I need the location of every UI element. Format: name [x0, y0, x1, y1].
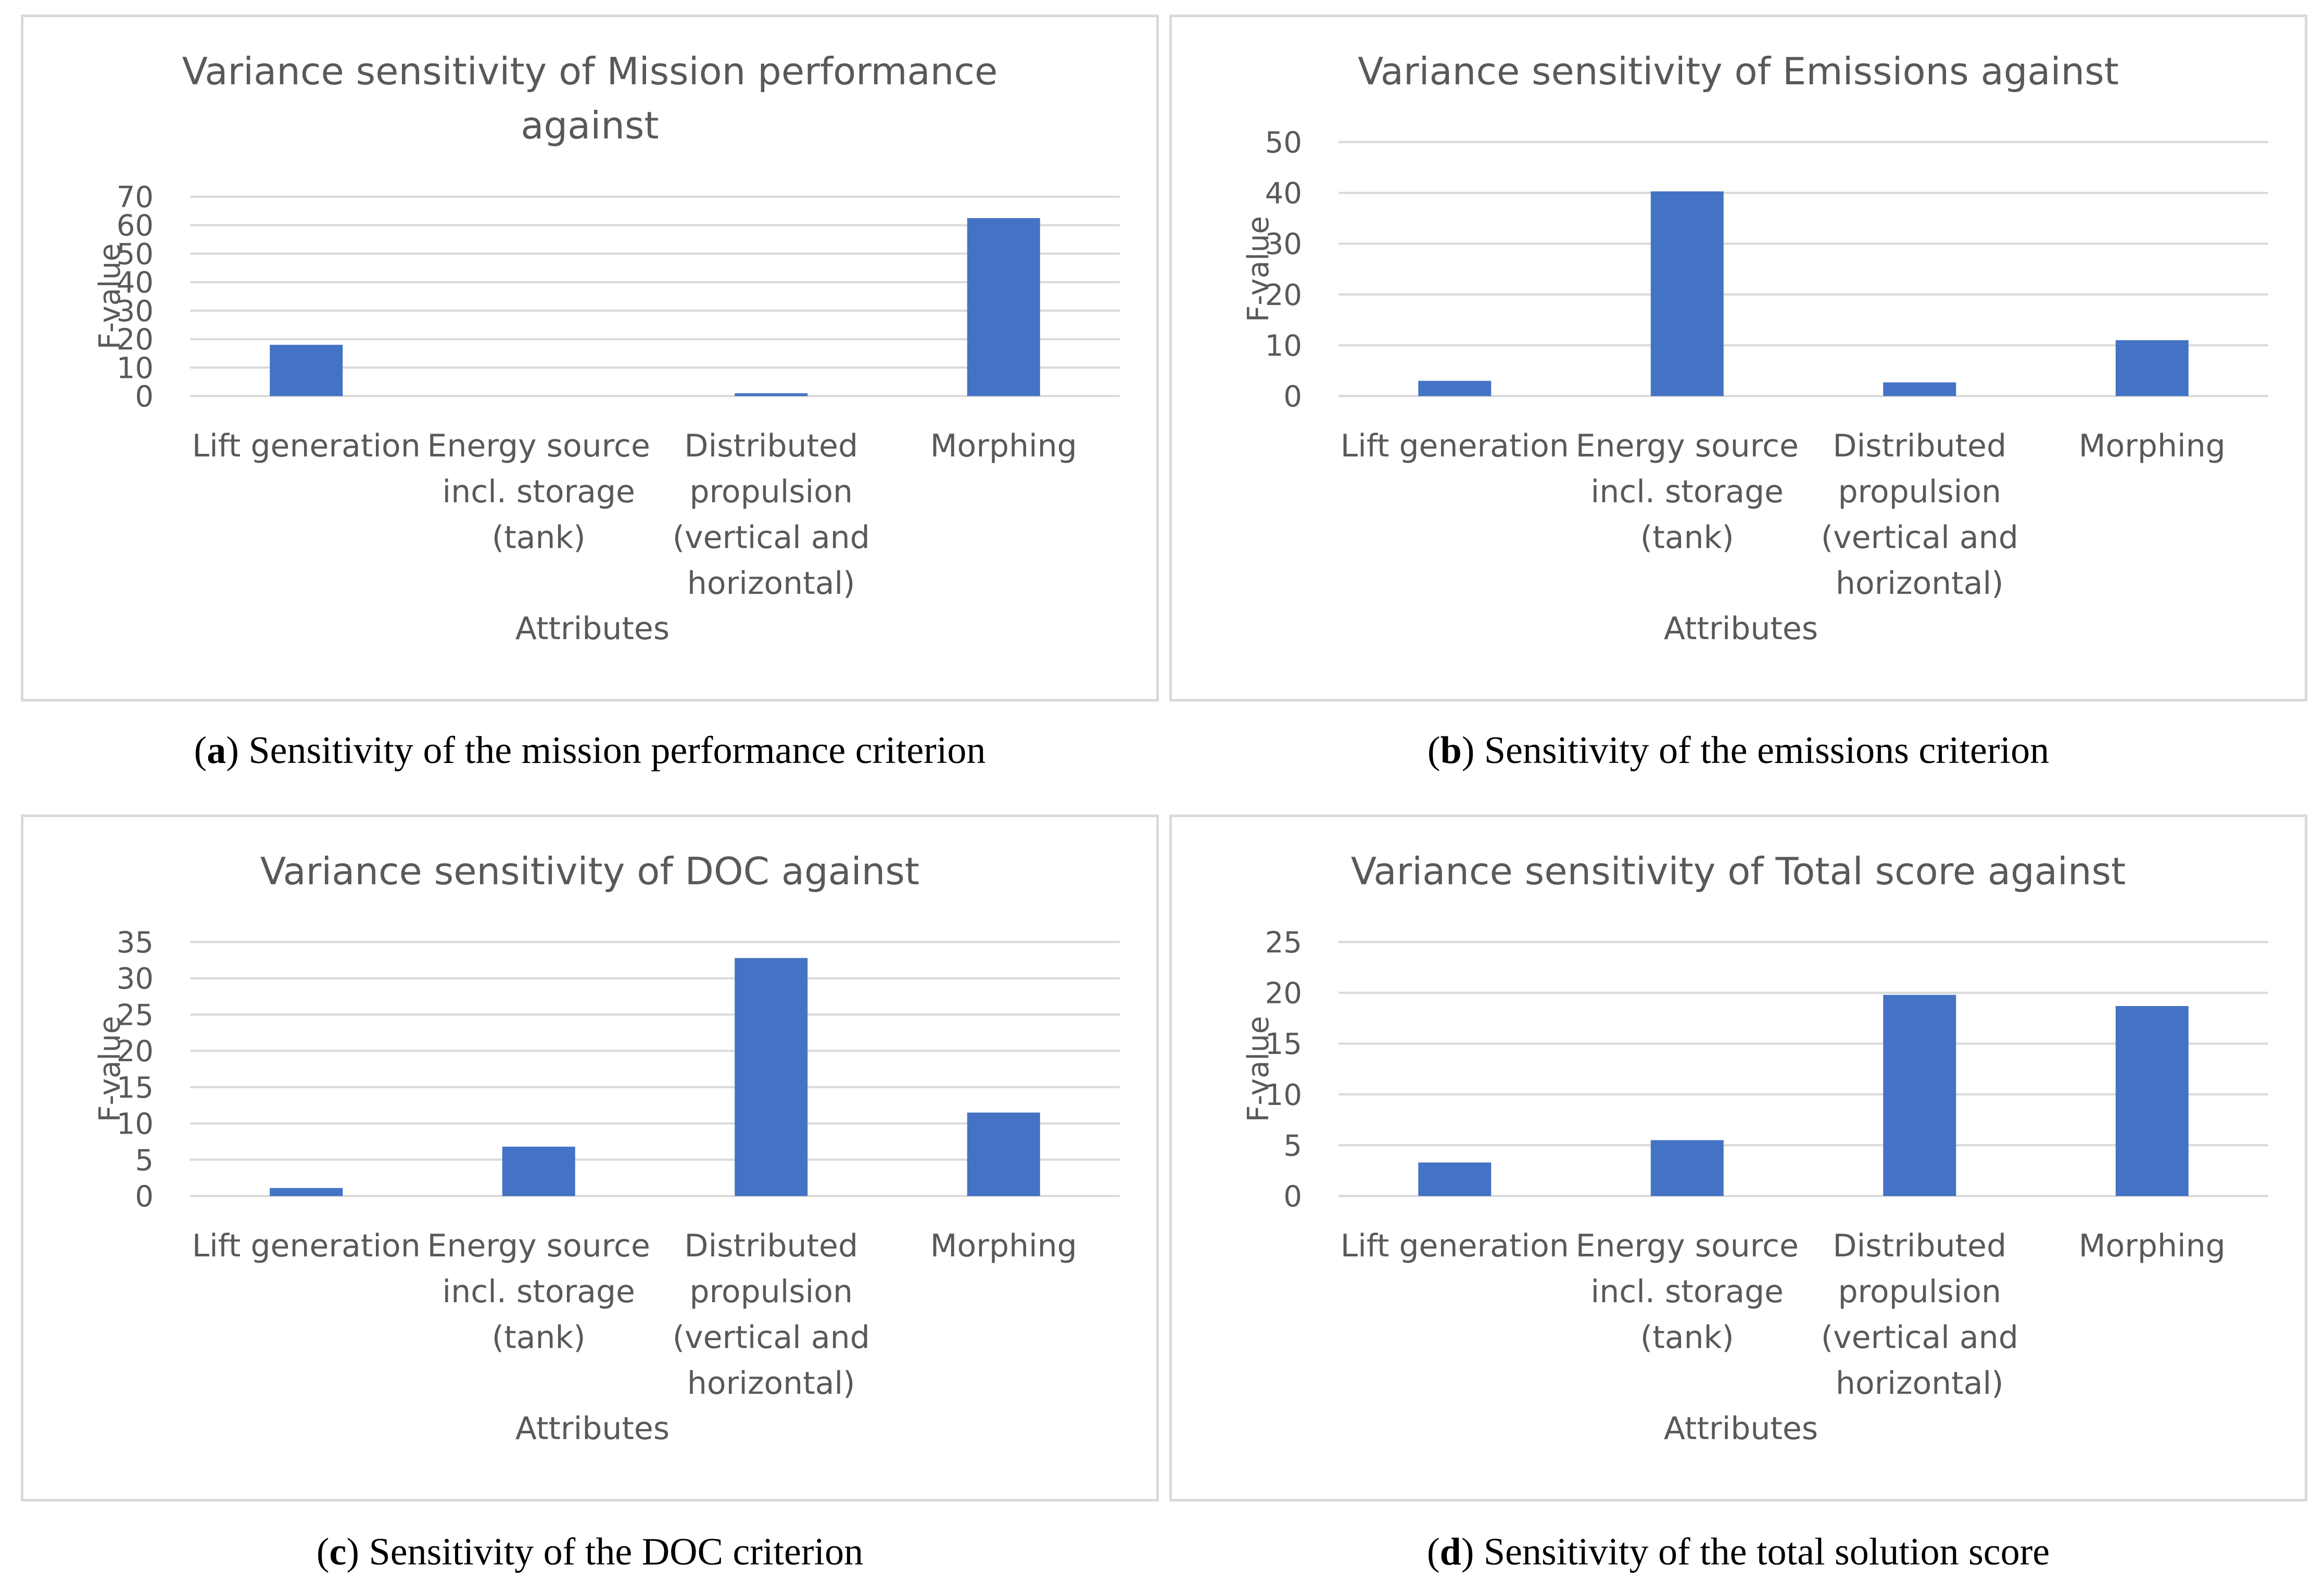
bar-d-2 [1883, 995, 1956, 1196]
caption-b-letter: b [1440, 729, 1462, 772]
y-tick-label-b-0: 0 [1283, 380, 1302, 414]
y-axis-title-a: F-value [93, 244, 127, 350]
caption-c-letter: c [329, 1531, 347, 1573]
chart-panel-b: Variance sensitivity of Emissions agains… [1169, 15, 2307, 702]
bar-d-0 [1418, 1162, 1492, 1196]
chart-panel-d: Variance sensitivity of Total score agai… [1169, 815, 2307, 1502]
chart-title-d: Variance sensitivity of Total score agai… [1350, 849, 2126, 893]
x-tick-label-d-1: Energy source incl. storage (tank) [1575, 1228, 1799, 1356]
chart-panel-a: Variance sensitivity of Mission performa… [21, 15, 1159, 702]
y-tick-label-a-4: 40 [117, 266, 154, 300]
x-tick-label-a-3: Morphing [930, 428, 1077, 464]
caption-c-text: Sensitivity of the DOC criterion [359, 1531, 864, 1573]
x-tick-label-b-2: Distributed propulsion (vertical and hor… [1821, 428, 2018, 602]
y-tick-label-b-3: 30 [1265, 227, 1302, 261]
x-tick-label-d-0: Lift generation [1340, 1228, 1569, 1264]
chart-title-c: Variance sensitivity of DOC against [260, 849, 920, 893]
y-tick-label-b-2: 20 [1265, 278, 1302, 312]
x-tick-label-c-2: Distributed propulsion (vertical and hor… [672, 1228, 870, 1402]
y-tick-label-c-2: 10 [117, 1108, 154, 1141]
y-tick-label-b-5: 50 [1265, 126, 1302, 160]
chart-title-b: Variance sensitivity of Emissions agains… [1358, 49, 2119, 93]
x-tick-label-b-3: Morphing [2078, 428, 2226, 464]
y-axis-title-b: F-value [1242, 216, 1275, 322]
bar-b-3 [2115, 340, 2189, 396]
bar-c-2 [735, 958, 808, 1196]
y-tick-label-a-5: 50 [117, 237, 154, 271]
y-tick-label-d-2: 10 [1265, 1078, 1302, 1112]
bar-c-1 [502, 1147, 575, 1196]
bar-d-3 [2115, 1006, 2189, 1196]
bar-a-2 [735, 393, 808, 396]
x-tick-label-b-1: Energy source incl. storage (tank) [1575, 428, 1799, 556]
chart-svg-d: 0 5 10 15 20 25 F-value [1242, 926, 2268, 1214]
caption-a: (a) Sensitivity of the mission performan… [194, 729, 986, 772]
bar-a-0 [270, 345, 343, 396]
y-tick-label-c-4: 20 [117, 1035, 154, 1069]
caption-b: (b) Sensitivity of the emissions criteri… [1427, 729, 2050, 772]
bar-b-1 [1650, 191, 1724, 396]
y-tick-label-d-0: 0 [1283, 1180, 1302, 1214]
y-tick-label-b-4: 40 [1265, 177, 1302, 211]
x-tick-label-c-3: Morphing [930, 1228, 1077, 1264]
y-tick-label-c-7: 35 [117, 926, 154, 960]
x-axis-title-c: Attributes [515, 1410, 670, 1447]
y-tick-label-d-4: 20 [1265, 977, 1302, 1011]
x-tick-label-a-2: Distributed propulsion (vertical and hor… [672, 428, 870, 602]
y-axis-title-d: F-value [1242, 1016, 1275, 1122]
y-tick-label-b-1: 10 [1265, 329, 1302, 363]
caption-d: (d) Sensitivity of the total solution sc… [1426, 1531, 2050, 1573]
x-axis-title-a: Attributes [515, 610, 670, 647]
caption-b-text: Sensitivity of the emissions criterion [1474, 729, 2050, 772]
x-tick-label-d-2: Distributed propulsion (vertical and hor… [1821, 1228, 2018, 1402]
x-tick-label-a-1: Energy source incl. storage (tank) [427, 428, 650, 556]
chart-panel-c: Variance sensitivity of DOC against 0 5 10… [21, 815, 1159, 1502]
caption-d-text: Sensitivity of the total solution score [1474, 1531, 2050, 1573]
x-axis-title-b: Attributes [1663, 610, 1818, 647]
y-tick-label-c-0: 0 [135, 1180, 154, 1214]
y-tick-label-d-5: 25 [1265, 926, 1302, 960]
bar-d-1 [1650, 1140, 1724, 1196]
caption-c: (c) Sensitivity of the DOC criterion [316, 1531, 864, 1573]
y-tick-label-a-0: 0 [135, 380, 154, 414]
bar-c-3 [967, 1112, 1040, 1196]
chart-svg-b: 0 10 20 30 40 50 F-value [1242, 126, 2268, 414]
y-tick-label-d-1: 5 [1283, 1129, 1302, 1163]
x-tick-label-a-0: Lift generation [192, 428, 421, 464]
x-tick-label-b-0: Lift generation [1340, 428, 1569, 464]
bar-b-0 [1418, 380, 1492, 396]
chart-title-a: Variance sensitivity of Mission performa… [182, 49, 998, 147]
x-tick-label-c-1: Energy source incl. storage (tank) [427, 1228, 650, 1356]
x-axis-title-d: Attributes [1663, 1410, 1818, 1447]
y-tick-label-c-5: 25 [117, 998, 154, 1032]
y-axis-title-c: F-value [93, 1016, 127, 1122]
bar-b-2 [1883, 382, 1956, 396]
y-tick-label-a-1: 10 [117, 351, 154, 385]
y-tick-label-c-1: 5 [135, 1143, 154, 1177]
bar-a-3 [967, 218, 1040, 396]
y-tick-label-a-3: 30 [117, 295, 154, 328]
y-tick-label-a-2: 20 [117, 323, 154, 357]
x-tick-label-d-3: Morphing [2078, 1228, 2226, 1264]
caption-a-letter: a [207, 729, 226, 772]
bar-c-0 [270, 1188, 343, 1196]
y-tick-label-a-7: 70 [117, 181, 154, 214]
y-tick-label-d-3: 15 [1265, 1027, 1302, 1061]
caption-d-letter: d [1439, 1531, 1461, 1573]
caption-a-text: Sensitivity of the mission performance c… [238, 729, 986, 772]
y-tick-label-c-3: 15 [117, 1071, 154, 1105]
x-tick-label-c-0: Lift generation [192, 1228, 421, 1264]
y-tick-label-c-6: 30 [117, 962, 154, 996]
y-tick-label-a-6: 60 [117, 209, 154, 243]
